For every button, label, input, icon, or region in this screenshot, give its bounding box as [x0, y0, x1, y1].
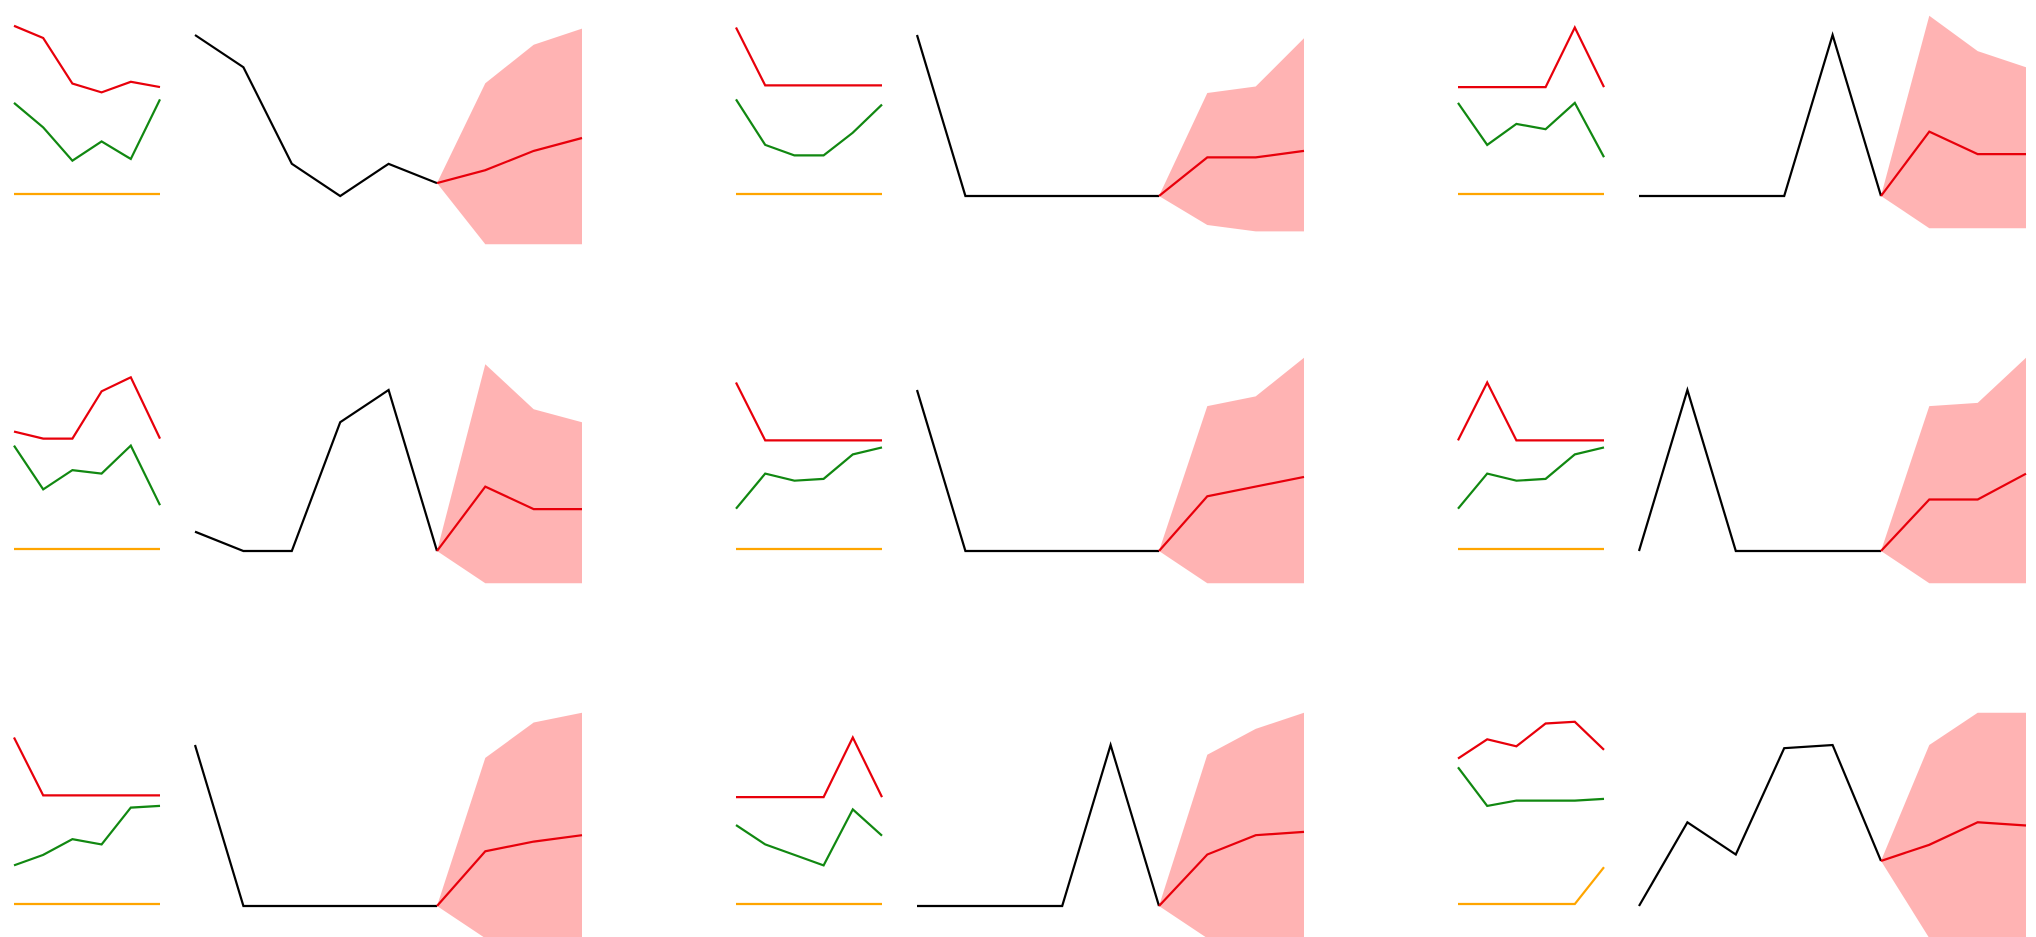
covariate-line-red: [736, 738, 882, 798]
covariate-line-green: [736, 809, 882, 865]
covariate-line-red: [14, 377, 160, 438]
covariate-line-orange: [1458, 867, 1604, 904]
covariate-line-red: [14, 738, 160, 796]
covariate-line-red: [1458, 722, 1604, 759]
forecast-band: [1159, 713, 1304, 937]
panel-8: [736, 713, 1304, 937]
forecast-band: [437, 29, 582, 245]
history-line: [917, 390, 1159, 551]
covariate-line-red: [1458, 383, 1604, 441]
history-line: [1639, 390, 1881, 551]
covariate-line-green: [736, 447, 882, 508]
panel-4: [14, 364, 582, 583]
covariate-line-red: [14, 26, 160, 93]
forecast-band: [437, 364, 582, 583]
covariate-line-green: [14, 806, 160, 866]
panel-2: [736, 28, 1304, 232]
covariate-line-green: [736, 99, 882, 155]
panel-6: [1458, 358, 2026, 583]
panel-5: [736, 358, 1304, 583]
covariate-line-green: [1458, 103, 1604, 157]
history-line: [1639, 745, 1881, 906]
forecast-band: [437, 713, 582, 937]
panel-7: [14, 713, 582, 937]
covariate-line-green: [1458, 447, 1604, 508]
history-line: [195, 35, 437, 196]
covariate-line-red: [736, 383, 882, 441]
panel-1: [14, 26, 582, 245]
panel-3: [1458, 16, 2026, 229]
forecast-band: [1159, 38, 1304, 231]
history-line: [1639, 35, 1881, 196]
history-line: [195, 745, 437, 906]
history-line: [195, 390, 437, 551]
covariate-line-green: [14, 446, 160, 506]
history-line: [917, 745, 1159, 906]
forecast-band: [1159, 358, 1304, 583]
forecast-band: [1881, 358, 2026, 583]
covariate-line-red: [736, 28, 882, 86]
history-line: [917, 35, 1159, 196]
covariate-line-green: [14, 99, 160, 160]
forecast-band: [1881, 16, 2026, 229]
covariate-line-green: [1458, 767, 1604, 806]
covariate-line-red: [1458, 28, 1604, 88]
panel-9: [1458, 713, 2026, 937]
